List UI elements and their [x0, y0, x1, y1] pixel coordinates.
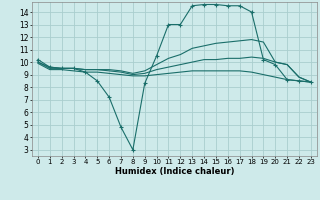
X-axis label: Humidex (Indice chaleur): Humidex (Indice chaleur)	[115, 167, 234, 176]
